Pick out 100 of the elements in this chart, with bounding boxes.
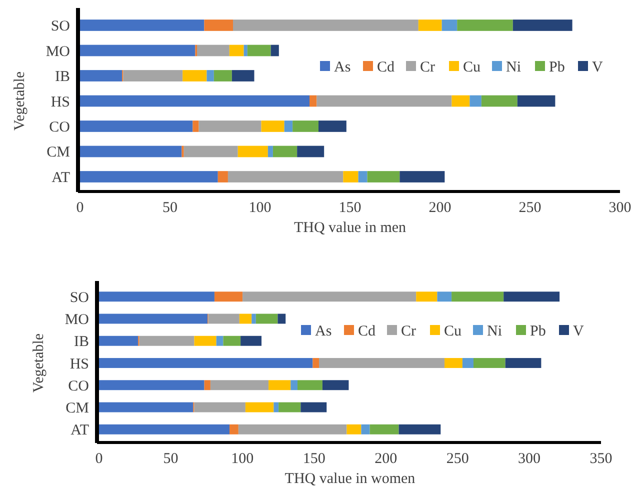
bar xyxy=(512,20,572,31)
x-tick-label: 200 xyxy=(428,200,452,216)
bar xyxy=(216,336,224,346)
x-axis-title: THQ value in women xyxy=(284,471,416,487)
x-tick-label: 250 xyxy=(518,200,542,216)
y-tick-label: CM xyxy=(66,400,89,417)
bar xyxy=(245,402,274,412)
bar xyxy=(238,146,268,158)
y-tick-label: IB xyxy=(55,69,70,85)
bar xyxy=(292,120,318,132)
legend-label: V xyxy=(573,323,584,340)
bar xyxy=(206,70,214,82)
x-tick-label: 200 xyxy=(374,451,398,467)
bar xyxy=(80,171,218,182)
y-tick-label: MO xyxy=(46,44,70,60)
x-tick-label: 50 xyxy=(162,200,178,216)
bar xyxy=(300,402,327,412)
legend-label: As xyxy=(334,59,351,76)
x-tick-label: 150 xyxy=(338,200,362,216)
x-axis-title: THQ value in men xyxy=(294,220,407,236)
legend-label: Pb xyxy=(549,59,565,76)
bar xyxy=(290,380,298,390)
legend-label: Cd xyxy=(358,323,376,340)
bar xyxy=(278,314,286,324)
bar xyxy=(343,171,358,182)
x-tick-label: 0 xyxy=(95,451,103,467)
bar xyxy=(437,292,452,302)
y-tick-label: HS xyxy=(50,94,70,110)
bar xyxy=(370,424,399,434)
bar xyxy=(473,358,506,368)
bar xyxy=(319,358,445,368)
legend-label: Cu xyxy=(444,323,462,340)
bar xyxy=(504,292,560,302)
x-tick-label: 300 xyxy=(608,200,632,216)
bar xyxy=(80,95,310,107)
bar xyxy=(452,292,504,302)
bar xyxy=(278,402,301,412)
bar xyxy=(444,358,462,368)
x-tick-label: 50 xyxy=(163,451,178,467)
bar xyxy=(123,70,183,82)
x-tick-label: 100 xyxy=(248,200,272,216)
bar xyxy=(99,380,204,390)
bar xyxy=(346,424,362,434)
bar xyxy=(233,20,418,31)
legend-label: As xyxy=(315,323,332,340)
bar xyxy=(298,380,322,390)
bar xyxy=(462,358,474,368)
legend-label: Cr xyxy=(401,323,416,340)
bar xyxy=(481,95,518,107)
bar xyxy=(416,292,438,302)
bar xyxy=(197,44,230,56)
bar xyxy=(274,402,279,412)
bar xyxy=(398,424,441,434)
bar xyxy=(361,424,370,434)
bar xyxy=(184,146,238,158)
bar xyxy=(80,120,193,132)
bar xyxy=(316,95,452,107)
bar xyxy=(452,95,470,107)
bar xyxy=(99,402,194,412)
y-tick-label: AT xyxy=(52,170,70,186)
bar xyxy=(214,292,243,302)
bar xyxy=(99,292,214,302)
bar xyxy=(210,380,269,390)
bar xyxy=(139,336,194,346)
bar xyxy=(198,120,262,132)
bar xyxy=(418,20,442,31)
x-tick-label: 250 xyxy=(446,451,469,467)
y-tick-label: IB xyxy=(74,334,89,350)
bar xyxy=(318,120,346,132)
bar xyxy=(238,424,347,434)
legend-label: Cr xyxy=(420,59,436,76)
bar xyxy=(268,380,291,390)
bar xyxy=(252,314,256,324)
legend-label: Cd xyxy=(377,59,396,76)
bar xyxy=(261,120,284,132)
bar xyxy=(99,358,313,368)
y-tick-label: MO xyxy=(64,312,90,328)
bar xyxy=(240,336,262,346)
y-tick-label: CO xyxy=(68,378,90,394)
bar xyxy=(367,171,400,182)
bar xyxy=(470,95,482,107)
bar xyxy=(268,146,273,158)
y-tick-label: CM xyxy=(46,144,70,161)
bar xyxy=(400,171,445,182)
bar xyxy=(80,70,122,82)
bar xyxy=(204,20,233,31)
bar xyxy=(80,44,196,56)
y-tick-label: HS xyxy=(70,356,89,372)
y-tick-label: AT xyxy=(70,422,89,439)
bar xyxy=(214,70,232,82)
legend-label: V xyxy=(592,59,603,76)
bar xyxy=(247,44,271,56)
bar xyxy=(270,44,279,56)
x-tick-label: 100 xyxy=(231,451,254,467)
bar xyxy=(223,336,241,346)
x-tick-label: 150 xyxy=(302,451,326,467)
bar xyxy=(194,336,216,346)
legend-label: Cu xyxy=(463,59,482,76)
legend-label: Ni xyxy=(487,323,502,340)
bar xyxy=(204,380,210,390)
